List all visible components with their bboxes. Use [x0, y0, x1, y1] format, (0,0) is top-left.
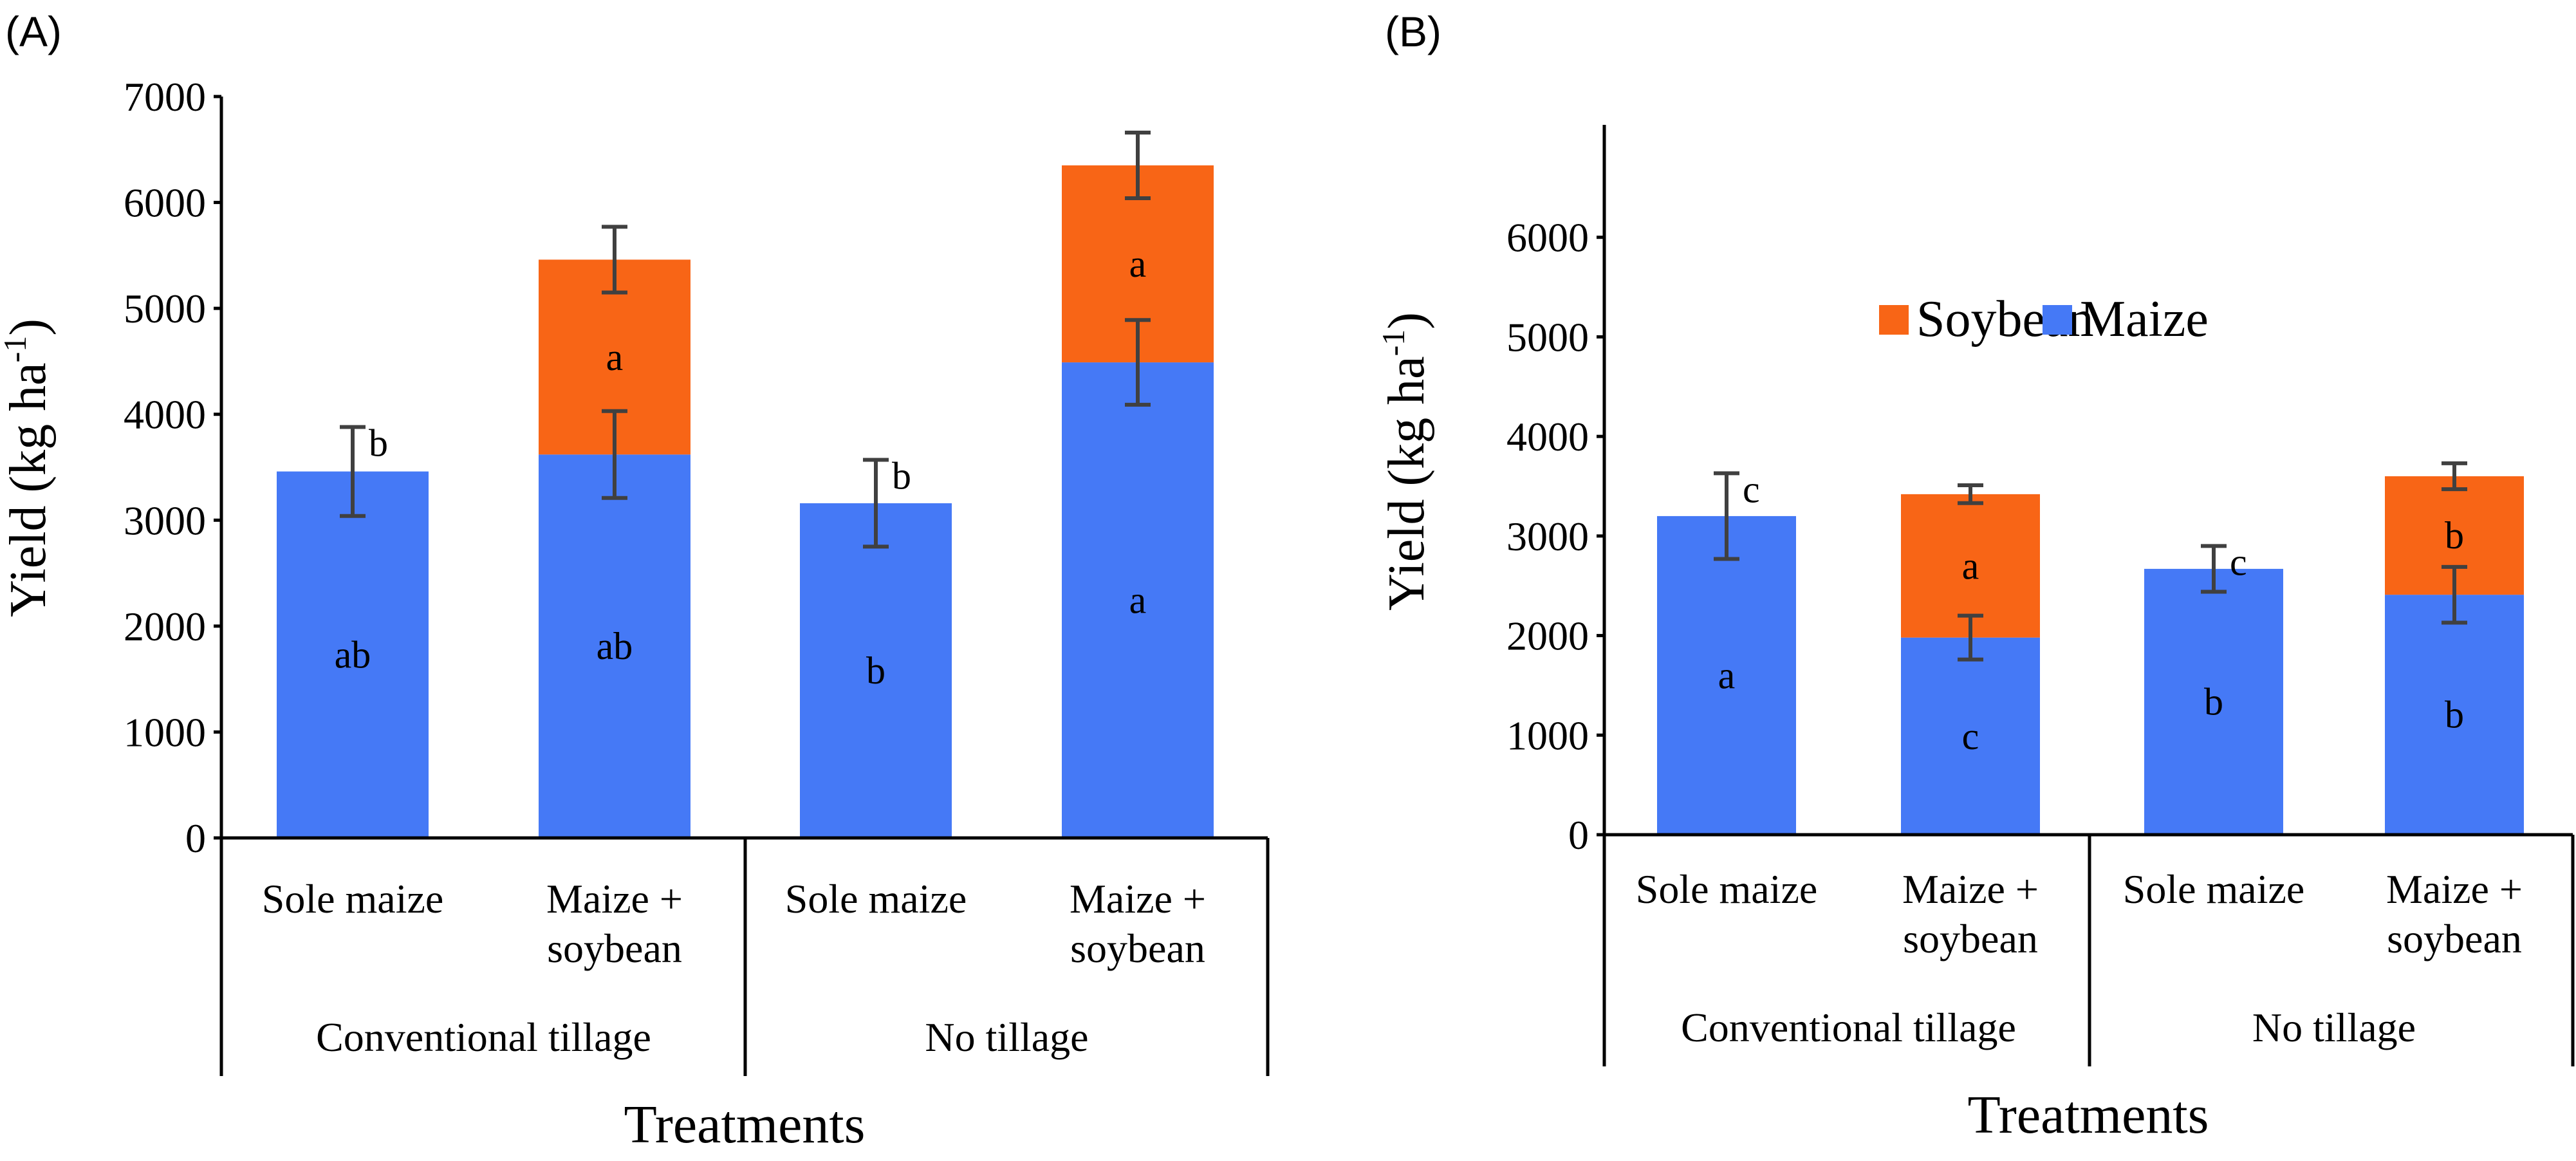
y-axis-title-superscript: -1 — [1375, 330, 1411, 357]
y-tick-label: 6000 — [1506, 215, 1589, 261]
bar-maize — [2385, 595, 2524, 835]
category-label: Maize + — [1070, 876, 1206, 922]
y-axis-title-main: Yield (kg ha — [1378, 356, 1435, 610]
y-axis-title: Yield (kg ha-1) — [0, 319, 57, 617]
significance-letter: a — [1129, 243, 1147, 285]
category-label: Maize + — [1902, 866, 2039, 912]
category-label: Maize + — [546, 876, 683, 922]
category-label: Maize + — [2386, 866, 2523, 912]
significance-letter: ab — [335, 633, 371, 676]
panel-label: (B) — [1385, 8, 1441, 55]
category-label: soybean — [1070, 925, 1205, 971]
significance-letter: a — [1718, 654, 1736, 696]
significance-letter: b — [2204, 680, 2223, 723]
legend-swatch-soybean — [1879, 305, 1909, 335]
bar-soybean — [1901, 494, 2040, 638]
bar-maize — [1901, 637, 2040, 835]
x-axis-title: Treatments — [1968, 1085, 2209, 1145]
y-tick-label: 0 — [1568, 812, 1589, 858]
group-label: No tillage — [925, 1014, 1088, 1060]
category-label: soybean — [547, 925, 682, 971]
y-tick-label: 4000 — [1506, 414, 1589, 460]
x-axis-title: Treatments — [624, 1095, 866, 1155]
significance-letter: b — [369, 422, 388, 464]
significance-letter: b — [2445, 514, 2464, 557]
significance-letter: c — [2230, 541, 2247, 583]
bar-maize — [277, 471, 429, 838]
category-label: Sole maize — [2123, 866, 2305, 912]
y-tick-label: 5000 — [1506, 314, 1589, 360]
y-tick-label: 4000 — [124, 392, 206, 438]
y-tick-label: 2000 — [124, 604, 206, 649]
significance-letter: b — [2445, 694, 2464, 736]
y-tick-label: 1000 — [124, 709, 206, 755]
bar-maize — [800, 503, 952, 838]
significance-letter: c — [1743, 468, 1760, 510]
y-tick-label: 5000 — [124, 286, 206, 331]
y-tick-label: 3000 — [124, 497, 206, 543]
y-tick-label: 2000 — [1506, 613, 1589, 659]
category-label: Sole maize — [1636, 866, 1818, 912]
legend-label-maize: Maize — [2080, 291, 2209, 348]
significance-letter: ab — [597, 625, 633, 667]
panel-a: (A)01000200030004000500060007000abbababb… — [0, 8, 1270, 1155]
bar-maize — [1657, 515, 1796, 835]
y-tick-label: 0 — [185, 815, 206, 861]
y-tick-label: 7000 — [124, 74, 206, 120]
legend-swatch-maize — [2043, 305, 2072, 335]
significance-letter: a — [606, 336, 624, 378]
y-axis-title-end: ) — [1378, 312, 1435, 330]
panel-label: (A) — [5, 8, 62, 55]
y-axis-title: Yield (kg ha-1) — [1375, 312, 1435, 611]
bar-maize — [1062, 362, 1214, 838]
y-tick-label: 6000 — [124, 180, 206, 226]
group-label: No tillage — [2252, 1005, 2416, 1050]
significance-letter: a — [1129, 579, 1147, 622]
y-tick-label: 3000 — [1506, 514, 1589, 559]
y-axis-title-superscript: -1 — [0, 336, 33, 363]
significance-letter: b — [866, 649, 885, 692]
significance-letter: b — [892, 454, 911, 497]
y-tick-label: 1000 — [1506, 712, 1589, 758]
category-label: Sole maize — [262, 876, 444, 922]
bar-maize — [539, 454, 690, 838]
y-axis-title-main: Yield (kg ha — [0, 362, 57, 617]
significance-letter: a — [1962, 544, 1979, 587]
significance-letter: c — [1962, 715, 1979, 757]
category-label: Sole maize — [785, 876, 967, 922]
category-label: soybean — [1903, 916, 2038, 961]
group-label: Conventional tillage — [316, 1014, 651, 1060]
y-axis-title-end: ) — [0, 319, 57, 336]
category-label: soybean — [2387, 916, 2522, 961]
panel-b: (B) 0 1000 2000 3000 4000 5000 6000 a c c a b c b b Sole… — [1375, 8, 2575, 1145]
group-label: Conventional tillage — [1681, 1005, 2016, 1050]
bar-maize — [2144, 568, 2283, 835]
